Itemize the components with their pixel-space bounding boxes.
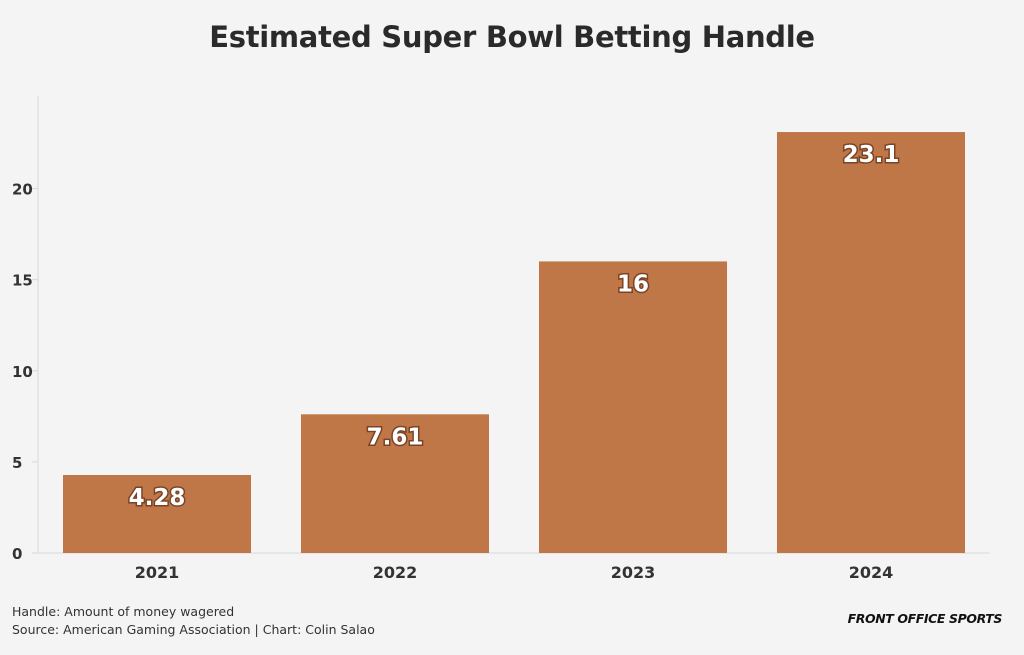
chart-title: Estimated Super Bowl Betting Handle (209, 20, 815, 54)
y-tick-label: 0 (12, 545, 22, 563)
bar-value-label: 16 (617, 271, 649, 297)
x-tick-label: 2024 (849, 563, 894, 582)
x-tick-label: 2022 (373, 563, 418, 582)
bar-value-label: 4.28 (129, 485, 186, 511)
bar-2024 (776, 132, 966, 553)
bar-value-label: 23.1 (843, 142, 900, 168)
bar-2023 (538, 261, 728, 553)
footnote-source: Source: American Gaming Association | Ch… (12, 622, 375, 637)
y-tick-label: 15 (12, 272, 33, 290)
footnote-handle-definition: Handle: Amount of money wagered (12, 604, 235, 619)
bar-2021 (62, 475, 252, 553)
bar-value-label: 7.61 (367, 424, 424, 450)
x-tick-label: 2023 (611, 563, 656, 582)
x-tick-label: 2021 (135, 563, 180, 582)
y-tick-label: 10 (12, 363, 33, 381)
x-axis-ticks: 2021 2022 2023 2024 (135, 563, 894, 582)
y-tick-label: 5 (12, 454, 22, 472)
bar-2022 (300, 414, 490, 553)
front-office-sports-logo: FRONT OFFICE SPORTS (847, 611, 1003, 626)
y-tick-label: 20 (12, 181, 33, 199)
y-axis-ticks: 0 5 10 15 20 (12, 181, 38, 563)
value-labels-group: 4.28 7.61 16 23.1 (127, 141, 901, 513)
bars-group (62, 132, 966, 553)
